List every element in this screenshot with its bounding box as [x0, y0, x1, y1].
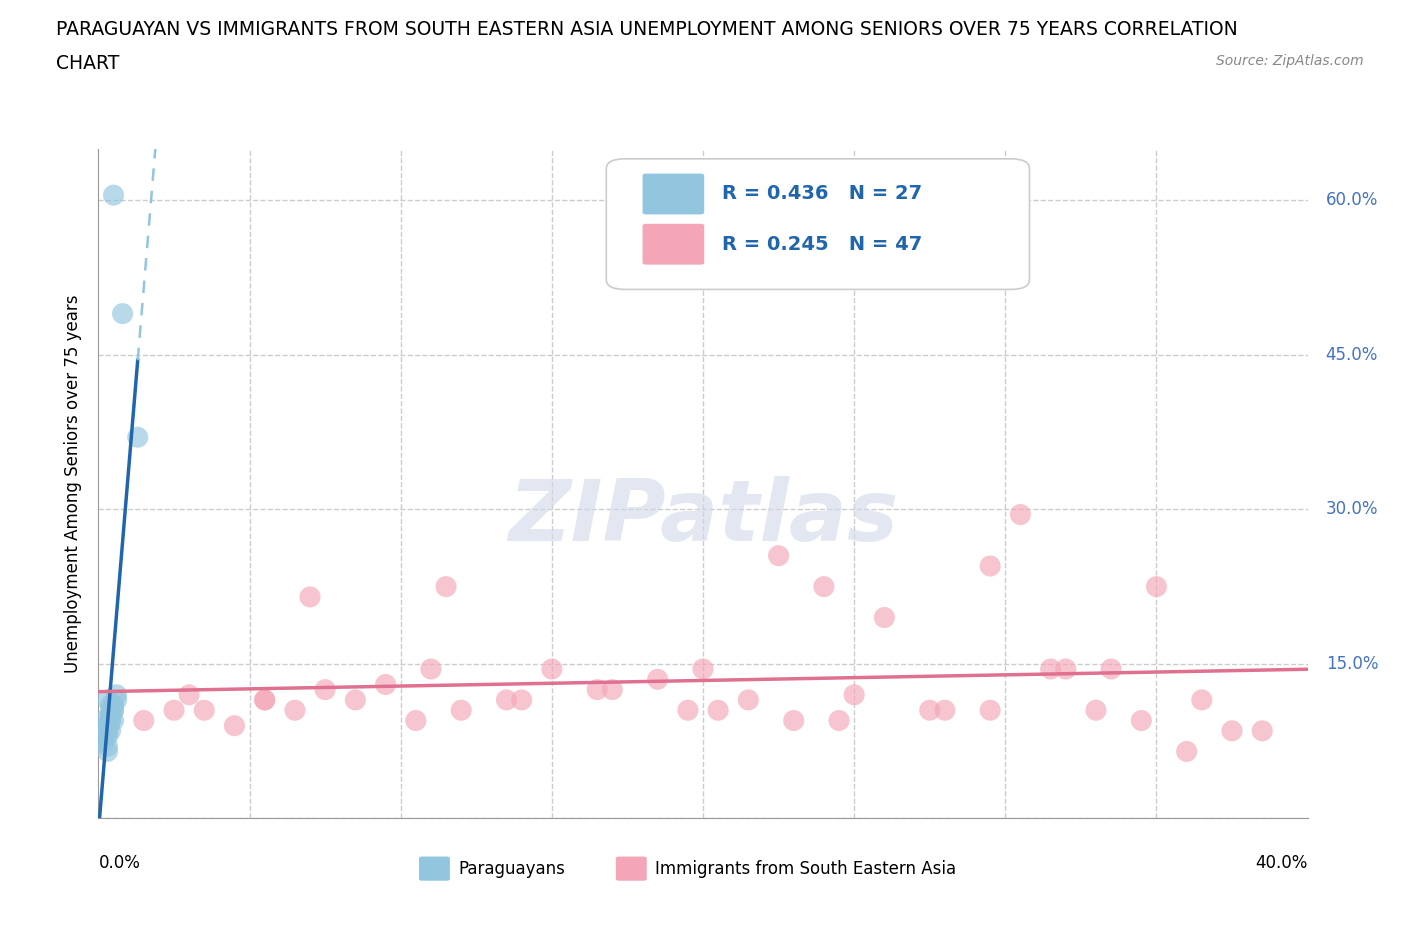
Point — [103, 703, 125, 718]
Point — [979, 703, 1001, 718]
Point — [344, 693, 367, 708]
Text: PARAGUAYAN VS IMMIGRANTS FROM SOUTH EASTERN ASIA UNEMPLOYMENT AMONG SENIORS OVER: PARAGUAYAN VS IMMIGRANTS FROM SOUTH EAST… — [56, 20, 1239, 39]
Point — [111, 306, 134, 321]
Point — [127, 430, 149, 445]
Point — [93, 713, 115, 728]
Point — [918, 703, 941, 718]
Point — [132, 713, 155, 728]
Point — [676, 703, 699, 718]
FancyBboxPatch shape — [606, 159, 1029, 289]
Point — [374, 677, 396, 692]
Point — [103, 698, 125, 712]
Point — [782, 713, 804, 728]
Point — [540, 661, 562, 676]
Point — [100, 703, 122, 718]
Point — [1085, 703, 1108, 718]
Point — [284, 703, 307, 718]
Point — [253, 693, 276, 708]
Point — [873, 610, 896, 625]
Point — [100, 724, 122, 738]
Point — [105, 687, 128, 702]
Text: Immigrants from South Eastern Asia: Immigrants from South Eastern Asia — [655, 859, 956, 878]
Point — [103, 188, 125, 203]
Point — [103, 703, 125, 718]
Point — [1191, 693, 1213, 708]
Point — [96, 738, 118, 753]
Point — [96, 718, 118, 733]
Point — [96, 744, 118, 759]
Point — [96, 728, 118, 743]
Point — [1039, 661, 1062, 676]
Point — [100, 698, 122, 712]
Point — [179, 687, 201, 702]
Text: 60.0%: 60.0% — [1326, 192, 1378, 209]
Point — [93, 734, 115, 749]
Point — [1099, 661, 1122, 676]
Point — [1144, 579, 1167, 594]
Point — [420, 661, 443, 676]
Point — [163, 703, 186, 718]
Point — [1010, 507, 1032, 522]
Point — [1054, 661, 1077, 676]
Point — [979, 559, 1001, 574]
Point — [93, 728, 115, 743]
FancyBboxPatch shape — [643, 174, 704, 215]
Point — [105, 693, 128, 708]
Point — [96, 693, 118, 708]
Point — [647, 671, 669, 686]
Point — [224, 718, 246, 733]
Text: R = 0.245   N = 47: R = 0.245 N = 47 — [723, 234, 922, 254]
Point — [1175, 744, 1198, 759]
Point — [100, 713, 122, 728]
Text: CHART: CHART — [56, 54, 120, 73]
Point — [100, 708, 122, 723]
Point — [103, 713, 125, 728]
Point — [495, 693, 517, 708]
Y-axis label: Unemployment Among Seniors over 75 years: Unemployment Among Seniors over 75 years — [65, 295, 83, 672]
Point — [253, 693, 276, 708]
Point — [434, 579, 457, 594]
Text: Source: ZipAtlas.com: Source: ZipAtlas.com — [1216, 54, 1364, 68]
Text: 40.0%: 40.0% — [1256, 855, 1308, 872]
Point — [692, 661, 714, 676]
Point — [96, 724, 118, 738]
Point — [934, 703, 956, 718]
Text: 30.0%: 30.0% — [1326, 500, 1378, 518]
Point — [844, 687, 866, 702]
Point — [586, 683, 609, 698]
Point — [737, 693, 759, 708]
Text: R = 0.436   N = 27: R = 0.436 N = 27 — [723, 184, 922, 204]
Point — [450, 703, 472, 718]
Point — [1130, 713, 1153, 728]
Point — [100, 713, 122, 728]
Text: 15.0%: 15.0% — [1326, 655, 1378, 673]
Point — [96, 718, 118, 733]
Text: 45.0%: 45.0% — [1326, 346, 1378, 364]
Point — [1220, 724, 1243, 738]
Point — [768, 549, 790, 564]
Point — [299, 590, 322, 604]
Text: 0.0%: 0.0% — [98, 855, 141, 872]
Point — [405, 713, 427, 728]
Point — [707, 703, 730, 718]
Point — [602, 683, 624, 698]
Point — [510, 693, 533, 708]
Point — [314, 683, 336, 698]
Point — [193, 703, 215, 718]
FancyBboxPatch shape — [643, 224, 704, 265]
Point — [1251, 724, 1274, 738]
Point — [813, 579, 835, 594]
Point — [100, 708, 122, 723]
Point — [828, 713, 851, 728]
Point — [96, 724, 118, 738]
Text: ZIPatlas: ZIPatlas — [508, 475, 898, 559]
Text: Paraguayans: Paraguayans — [458, 859, 565, 878]
